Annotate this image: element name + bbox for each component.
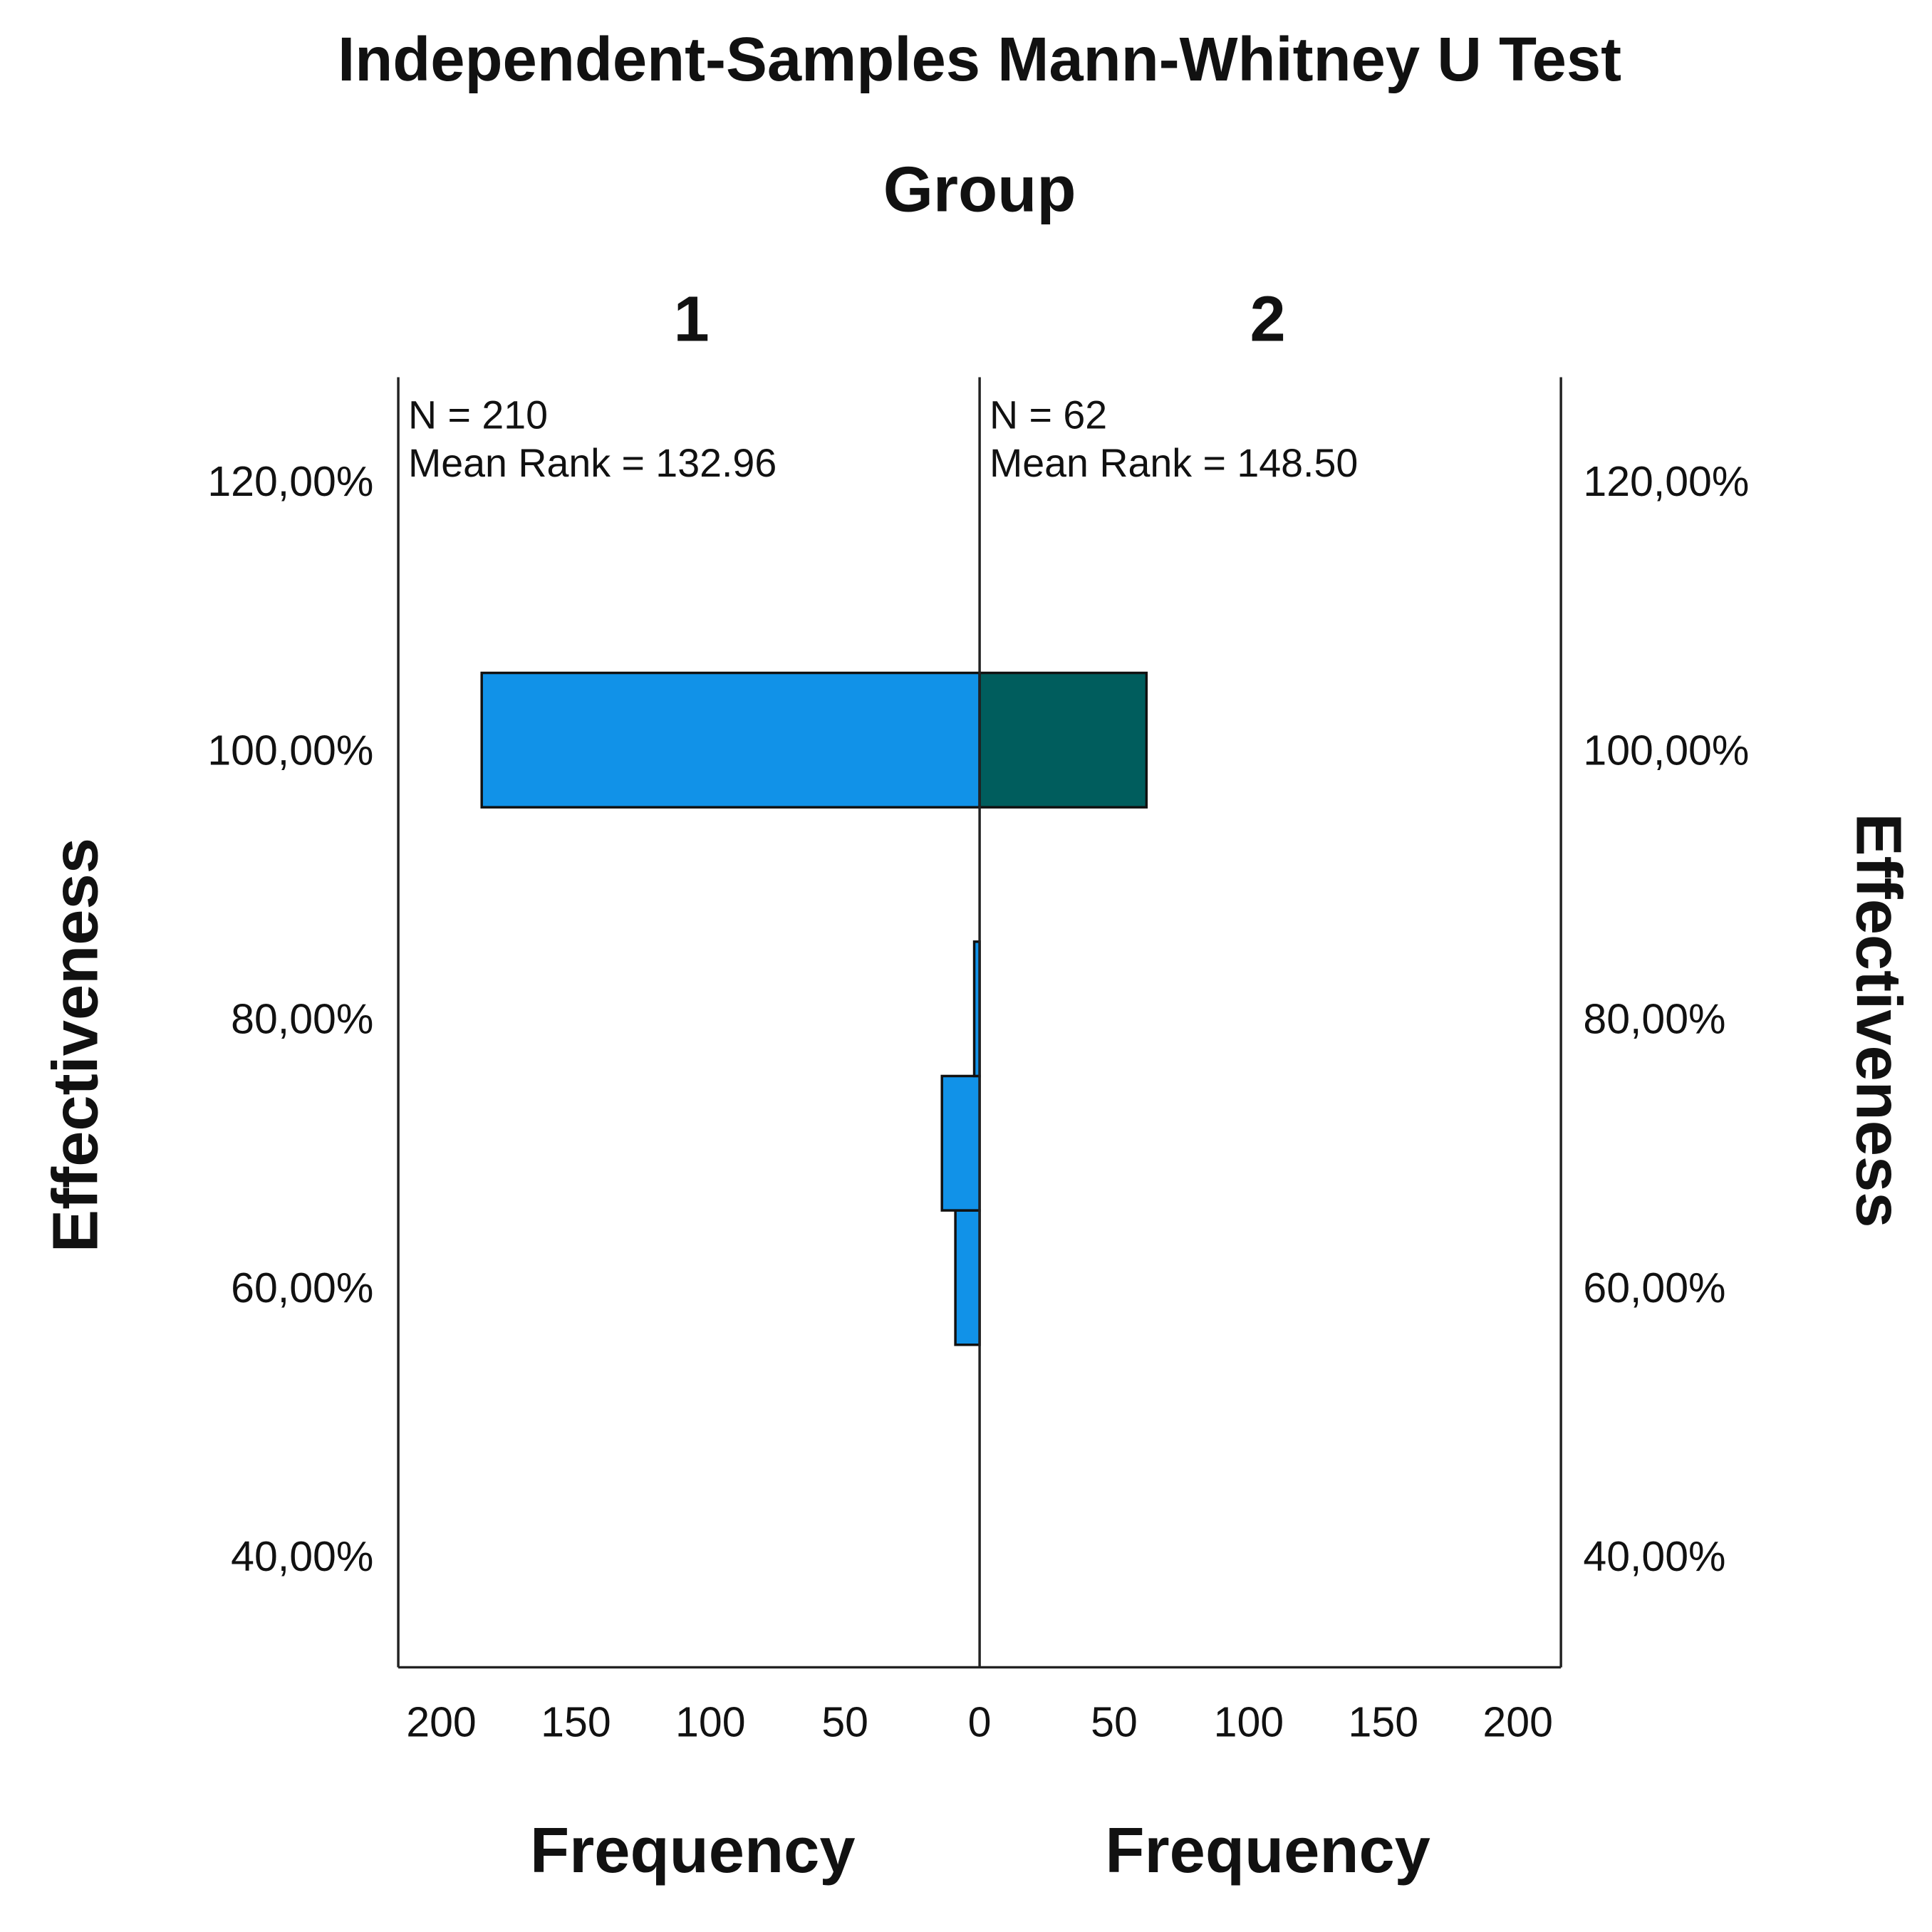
x-tick-label: 50: [821, 1699, 868, 1746]
bar: [954, 1209, 981, 1346]
y-tick-label-right: 80,00%: [1583, 996, 1725, 1043]
y-tick-label: 120,00%: [207, 458, 373, 505]
annotation: Mean Rank = 148.50: [990, 441, 1358, 485]
chart-title: Independent-Samples Mann-Whitney U Test: [338, 25, 1621, 94]
chart-subtitle: Group: [883, 153, 1076, 225]
x-tick-label: 50: [1091, 1699, 1138, 1746]
x-axis-label: Frequency: [530, 1814, 856, 1886]
x-tick-label: 100: [1214, 1699, 1284, 1746]
x-tick-label: 200: [1482, 1699, 1552, 1746]
bar: [940, 1074, 981, 1212]
group-label: 2: [1250, 284, 1286, 355]
y-tick-label: 80,00%: [231, 996, 373, 1043]
bar: [978, 671, 1148, 809]
annotation: Mean Rank = 132.96: [408, 441, 777, 485]
x-tick-label: 200: [406, 1699, 476, 1746]
group-label: 1: [673, 284, 709, 355]
bar: [480, 671, 981, 809]
y-axis-label: Effectiveness: [40, 838, 112, 1252]
y-tick-label-right: 100,00%: [1583, 727, 1749, 774]
y-tick-label-right: 120,00%: [1583, 458, 1749, 505]
y-tick-label: 60,00%: [231, 1264, 373, 1312]
x-tick-label: 100: [675, 1699, 745, 1746]
y-tick-label: 100,00%: [207, 727, 373, 774]
annotation: N = 62: [990, 393, 1107, 437]
y-tick-label-right: 40,00%: [1583, 1533, 1725, 1580]
y-axis-label-right: Effectiveness: [1843, 813, 1915, 1227]
x-axis-label: Frequency: [1105, 1814, 1430, 1886]
y-tick-label: 40,00%: [231, 1533, 373, 1580]
x-tick-label: 0: [968, 1699, 992, 1746]
x-tick-label: 150: [1349, 1699, 1418, 1746]
y-tick-label-right: 60,00%: [1583, 1264, 1725, 1312]
annotation: N = 210: [408, 393, 548, 437]
x-tick-label: 150: [541, 1699, 611, 1746]
